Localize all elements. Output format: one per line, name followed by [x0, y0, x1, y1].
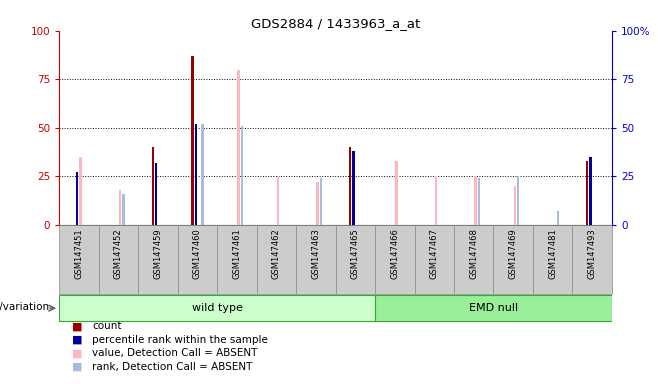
Bar — [478, 178, 480, 225]
Text: GSM147459: GSM147459 — [153, 228, 163, 279]
Bar — [201, 124, 203, 225]
Text: ■: ■ — [72, 348, 83, 358]
Bar — [152, 147, 154, 225]
Bar — [296, 225, 336, 294]
Bar — [514, 186, 516, 225]
Bar — [316, 182, 318, 225]
Bar — [59, 225, 99, 294]
Text: ■: ■ — [72, 321, 83, 331]
Bar — [494, 225, 533, 294]
Text: GSM147468: GSM147468 — [469, 228, 478, 279]
Bar — [349, 147, 351, 225]
Bar — [195, 124, 197, 225]
Bar — [257, 225, 296, 294]
Text: genotype/variation: genotype/variation — [0, 302, 49, 312]
Text: GSM147461: GSM147461 — [232, 228, 241, 279]
Bar — [59, 295, 375, 321]
Bar — [122, 194, 124, 225]
Text: GSM147452: GSM147452 — [114, 228, 123, 279]
Bar — [533, 225, 572, 294]
Bar — [517, 176, 519, 225]
Text: count: count — [92, 321, 122, 331]
Bar — [572, 225, 612, 294]
Bar — [119, 190, 121, 225]
Text: ■: ■ — [72, 362, 83, 372]
Text: value, Detection Call = ABSENT: value, Detection Call = ABSENT — [92, 348, 257, 358]
Bar — [395, 161, 397, 225]
Bar — [191, 56, 193, 225]
Text: GSM147463: GSM147463 — [311, 228, 320, 279]
Text: rank, Detection Call = ABSENT: rank, Detection Call = ABSENT — [92, 362, 253, 372]
Bar — [217, 225, 257, 294]
Title: GDS2884 / 1433963_a_at: GDS2884 / 1433963_a_at — [251, 17, 420, 30]
Bar — [353, 151, 355, 225]
Text: GSM147460: GSM147460 — [193, 228, 202, 279]
Text: GSM147462: GSM147462 — [272, 228, 281, 279]
Bar — [590, 157, 592, 225]
Bar — [155, 162, 157, 225]
Text: GSM147451: GSM147451 — [74, 228, 84, 279]
Bar — [415, 225, 454, 294]
Text: wild type: wild type — [191, 303, 243, 313]
Text: GSM147467: GSM147467 — [430, 228, 439, 279]
Text: percentile rank within the sample: percentile rank within the sample — [92, 335, 268, 345]
Text: EMD null: EMD null — [469, 303, 518, 313]
Text: GSM147481: GSM147481 — [548, 228, 557, 279]
Bar — [474, 176, 476, 225]
Text: GSM147493: GSM147493 — [588, 228, 597, 279]
Text: ■: ■ — [72, 335, 83, 345]
Bar — [76, 172, 78, 225]
Bar — [336, 225, 375, 294]
Bar — [99, 225, 138, 294]
Bar — [178, 225, 217, 294]
Bar — [557, 211, 559, 225]
Bar — [238, 70, 240, 225]
Bar — [138, 225, 178, 294]
Bar — [375, 225, 415, 294]
Bar — [435, 176, 437, 225]
Bar — [586, 161, 588, 225]
Bar — [241, 126, 243, 225]
Bar — [454, 225, 494, 294]
Bar — [80, 157, 82, 225]
Bar — [277, 176, 279, 225]
Bar — [320, 178, 322, 225]
Bar — [375, 295, 612, 321]
Text: GSM147469: GSM147469 — [509, 228, 518, 279]
Text: GSM147465: GSM147465 — [351, 228, 360, 279]
Text: GSM147466: GSM147466 — [390, 228, 399, 279]
